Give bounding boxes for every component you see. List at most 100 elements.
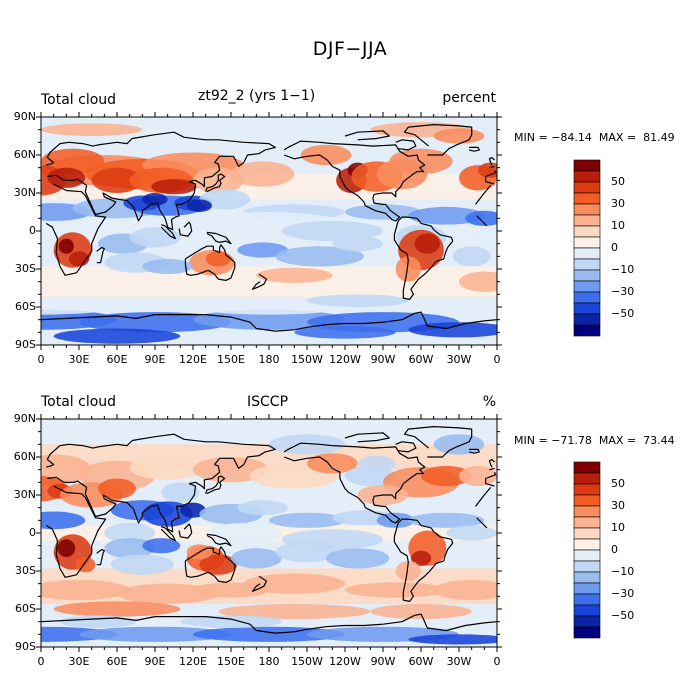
x-tick-label: 90W	[370, 655, 396, 668]
coastline	[475, 487, 492, 507]
colorbar-swatch	[573, 505, 601, 518]
anomaly-patch	[300, 144, 352, 166]
panel2-units-label: %	[482, 394, 496, 410]
anomaly-patch	[408, 634, 497, 645]
colorbar-swatch	[573, 483, 601, 496]
colorbar-swatch	[573, 461, 601, 474]
colorbar-swatch	[573, 494, 601, 507]
anomaly-patch	[104, 522, 155, 544]
colorbar-swatch	[573, 615, 601, 628]
colorbar-swatch	[573, 192, 601, 205]
panel2-max-label: MAX =	[598, 434, 637, 447]
anomaly-patch	[269, 512, 345, 528]
x-tick-label: 30E	[68, 655, 90, 668]
coastline	[393, 518, 454, 603]
anomaly-patch	[193, 309, 345, 330]
anomaly-patch	[142, 538, 181, 554]
anomaly-patch	[230, 161, 295, 187]
anomaly-patch	[110, 554, 174, 575]
anomaly-patch	[129, 454, 206, 480]
anomaly-patch	[205, 522, 282, 544]
anomaly-patch	[53, 601, 181, 617]
coastline	[41, 613, 497, 634]
colorbar-swatch	[573, 181, 601, 194]
panel1-min-value: −84.14	[551, 131, 592, 144]
anomaly-patch	[478, 162, 497, 178]
colorbar-swatch	[573, 313, 601, 326]
anomaly-patch	[193, 457, 269, 483]
x-tick-label: 90E	[144, 353, 166, 366]
colorbar-swatch	[573, 626, 601, 639]
colorbar-swatch	[573, 159, 601, 172]
coastline	[205, 475, 226, 495]
panel1-max-value: 81.49	[643, 131, 675, 144]
panel2-variable-label: Total cloud	[41, 394, 117, 410]
anomaly-patch	[256, 267, 333, 283]
y-tick-label: 30N	[13, 186, 36, 199]
anomaly-patch	[129, 227, 181, 248]
colorbar-label: −10	[611, 263, 635, 276]
anomaly-patch	[186, 199, 212, 213]
x-tick-label: 30E	[68, 353, 90, 366]
coastline	[488, 458, 495, 468]
coastline	[160, 526, 176, 542]
coastline	[41, 311, 497, 332]
colorbar-swatch	[573, 269, 601, 282]
anomaly-patch	[237, 500, 288, 516]
x-tick-label: 150E	[217, 655, 245, 668]
anomaly-patch	[161, 482, 200, 503]
coastline	[485, 471, 497, 480]
anomaly-patch	[47, 167, 86, 188]
x-tick-label: 60E	[106, 353, 128, 366]
coastline	[251, 273, 268, 290]
colorbar-swatch	[573, 571, 601, 584]
axis-ticks	[36, 414, 502, 652]
y-tick-label: 30S	[15, 262, 36, 275]
anomaly-patch	[281, 220, 384, 242]
colorbar-swatch	[573, 280, 601, 293]
anomaly-patch	[193, 299, 345, 315]
anomaly-patch	[41, 299, 117, 315]
y-tick-label: 30N	[13, 488, 36, 501]
x-tick-label: 60W	[408, 353, 434, 366]
map-panel-2	[36, 414, 502, 652]
colorbar-label: −50	[611, 609, 635, 622]
colorbar-swatch	[573, 170, 601, 183]
anomaly-patch	[408, 206, 485, 225]
colorbar-label: 50	[611, 175, 625, 188]
anomaly-field	[41, 419, 497, 647]
coastline	[485, 176, 495, 185]
panel1-stats: MIN = −84.14 MAX = 81.49	[514, 131, 675, 144]
x-tick-label: 120W	[329, 353, 361, 366]
anomaly-patch	[104, 538, 155, 559]
panel1-max-label: MAX =	[598, 131, 637, 144]
anomaly-patch	[452, 246, 491, 267]
anomaly-patch	[465, 210, 497, 226]
coastline	[184, 546, 236, 584]
anomaly-patch	[433, 128, 485, 144]
anomaly-patch	[332, 236, 383, 252]
colorbar-swatch	[573, 582, 601, 595]
panel2-max-value: 73.44	[643, 434, 675, 447]
anomaly-patch	[345, 582, 447, 598]
colorbar-swatch	[573, 203, 601, 216]
anomaly-patch	[370, 603, 472, 620]
anomaly-patch	[231, 548, 282, 569]
anomaly-patch	[57, 539, 76, 558]
anomaly-patch	[53, 328, 181, 344]
anomaly-patch	[41, 579, 130, 601]
coastline	[205, 173, 226, 193]
colorbar-swatch	[573, 247, 601, 260]
x-tick-label: 120E	[179, 655, 207, 668]
anomaly-patch	[75, 557, 96, 573]
colorbar-label: 0	[611, 543, 618, 556]
anomaly-patch	[408, 512, 485, 528]
x-tick-label: 30W	[446, 353, 472, 366]
x-tick-label: 150E	[217, 353, 245, 366]
coastline	[476, 517, 488, 529]
anomaly-patch	[433, 579, 497, 601]
map-panel-1	[36, 112, 502, 350]
coastline	[45, 433, 276, 533]
x-tick-label: 60E	[106, 655, 128, 668]
anomaly-patch	[345, 204, 421, 220]
